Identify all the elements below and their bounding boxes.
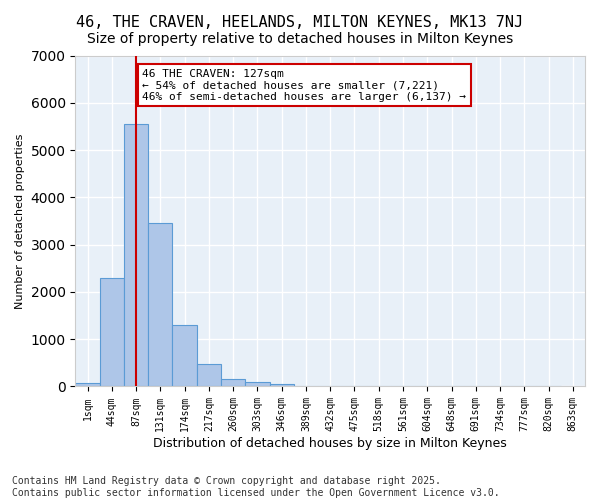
- Text: 46, THE CRAVEN, HEELANDS, MILTON KEYNES, MK13 7NJ: 46, THE CRAVEN, HEELANDS, MILTON KEYNES,…: [76, 15, 524, 30]
- Bar: [269, 384, 294, 386]
- Bar: [221, 379, 245, 386]
- Bar: [197, 364, 221, 386]
- Bar: [245, 382, 269, 386]
- Bar: [76, 383, 100, 386]
- Bar: [124, 124, 148, 386]
- Y-axis label: Number of detached properties: Number of detached properties: [15, 134, 25, 308]
- Bar: [172, 324, 197, 386]
- Bar: [148, 223, 172, 386]
- X-axis label: Distribution of detached houses by size in Milton Keynes: Distribution of detached houses by size …: [154, 437, 507, 450]
- Text: 46 THE CRAVEN: 127sqm
← 54% of detached houses are smaller (7,221)
46% of semi-d: 46 THE CRAVEN: 127sqm ← 54% of detached …: [142, 68, 466, 102]
- Bar: [100, 278, 124, 386]
- Text: Contains HM Land Registry data © Crown copyright and database right 2025.
Contai: Contains HM Land Registry data © Crown c…: [12, 476, 500, 498]
- Text: Size of property relative to detached houses in Milton Keynes: Size of property relative to detached ho…: [87, 32, 513, 46]
